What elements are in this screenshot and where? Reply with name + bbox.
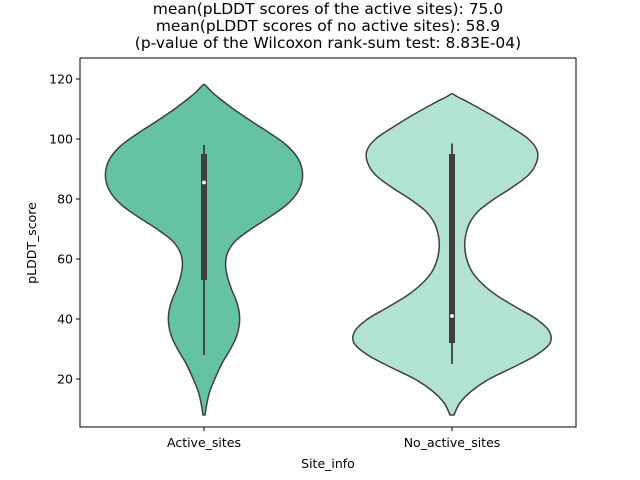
y-tick-label: 100	[49, 132, 73, 147]
y-tick-label: 40	[57, 312, 73, 327]
title-line-1: mean(pLDDT scores of the active sites): …	[153, 0, 503, 18]
plot-frame	[79, 57, 577, 428]
iqr-box	[449, 154, 455, 343]
median-dot	[450, 314, 454, 318]
y-tick-label: 80	[57, 192, 73, 207]
x-axis: Active_sites No_active_sites	[167, 427, 500, 450]
iqr-box	[201, 154, 207, 280]
y-tick-label: 60	[57, 252, 73, 267]
x-tick-label: No_active_sites	[404, 435, 501, 450]
boxes-layer	[201, 143, 455, 364]
chart-title: mean(pLDDT scores of the active sites): …	[135, 0, 521, 52]
violins-layer	[104, 83, 552, 416]
y-axis-label: pLDDT_score	[24, 202, 39, 284]
title-line-2: mean(pLDDT scores of no active sites): 5…	[156, 17, 500, 35]
y-tick-label: 20	[57, 372, 73, 387]
y-tick-label: 120	[49, 72, 73, 87]
y-axis: 20 40 60 80 100 120	[49, 72, 80, 387]
median-dot	[202, 180, 206, 185]
x-tick-label: Active_sites	[167, 435, 241, 450]
title-line-3: (p-value of the Wilcoxon rank-sum test: …	[135, 34, 521, 52]
x-axis-label: Site_info	[301, 456, 355, 471]
